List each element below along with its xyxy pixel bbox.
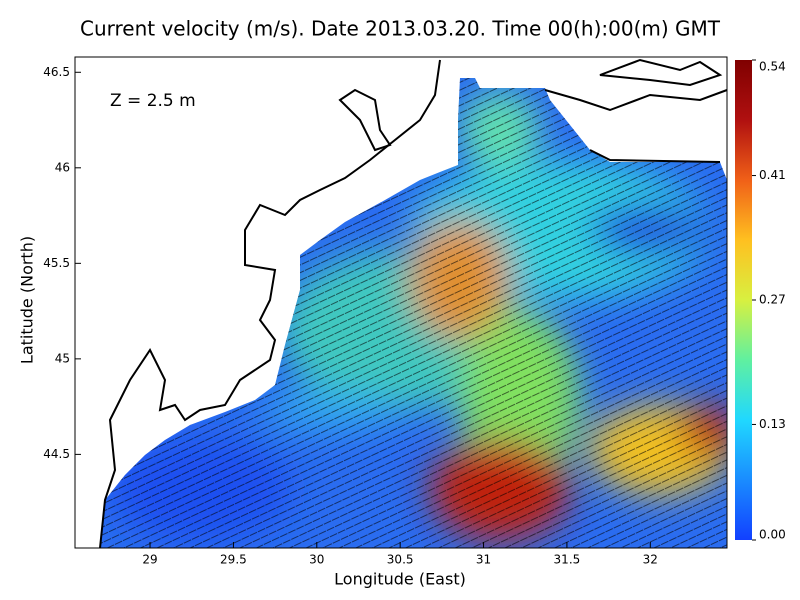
coastline: [99, 58, 728, 549]
y-tick-label: 45.5: [43, 256, 70, 270]
x-tick-label: 29: [142, 553, 157, 567]
colorbar: [735, 60, 752, 540]
x-tick-label: 29.5: [220, 553, 247, 567]
colorbar-tick-label: 0.54: [759, 60, 786, 74]
plot-frame: [74, 56, 728, 549]
x-axis-label: Longitude (East): [334, 570, 466, 589]
y-tick-label: 46.5: [43, 65, 70, 79]
depth-label: Z = 2.5 m: [110, 91, 196, 111]
colorbar-tick-label: 0.41: [759, 168, 786, 182]
colorbar-tick-label: 0.00: [759, 528, 786, 542]
colorbar-tick-label: 0.27: [759, 293, 786, 307]
y-axis-label: Latitude (North): [18, 236, 37, 364]
y-tick-label: 44.5: [43, 447, 70, 461]
y-tick-label: 46: [55, 160, 70, 174]
x-tick-label: 31: [476, 553, 491, 567]
x-tick-label: 30: [309, 553, 324, 567]
x-tick-label: 30.5: [387, 553, 414, 567]
x-tick-label: 31.5: [554, 553, 581, 567]
y-tick-label: 45: [55, 351, 70, 365]
x-tick-label: 32: [643, 553, 658, 567]
title: Current velocity (m/s). Date 2013.03.20.…: [80, 17, 721, 41]
colorbar-tick-label: 0.13: [759, 417, 786, 431]
